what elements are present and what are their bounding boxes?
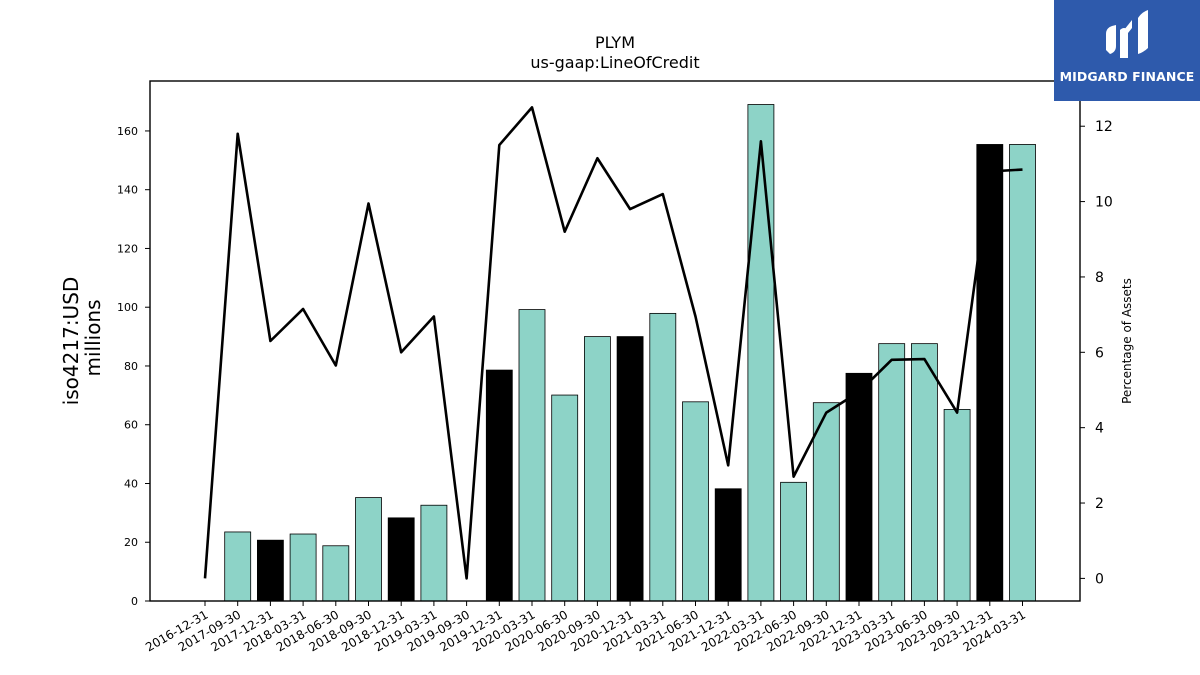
y-tick-label: 40	[124, 477, 138, 490]
bar-2021-12-31	[714, 488, 742, 602]
y-tick-label: 0	[131, 595, 138, 608]
bar-2018-09-30	[355, 497, 382, 602]
y2-tick-label: 12	[1095, 119, 1113, 135]
bar-2022-12-31	[845, 372, 873, 602]
bar-2023-09-30	[943, 409, 971, 602]
y-tick-label: 100	[117, 301, 138, 314]
midgard-logo-icon	[1106, 10, 1148, 58]
chart-title: PLYM	[595, 33, 635, 52]
y-axis-unit: millions	[81, 299, 105, 376]
y2-tick-label: 8	[1095, 270, 1104, 286]
bar-2019-03-31	[420, 504, 448, 602]
y-tick-label: 120	[117, 242, 138, 255]
y-axis-label: iso4217:USD	[59, 277, 83, 406]
bar-2024-03-31	[1009, 144, 1036, 602]
bar-2021-06-30	[682, 401, 709, 602]
bar-2022-09-30	[812, 402, 840, 602]
bar-2020-06-30	[551, 394, 579, 602]
bar-2018-12-31	[387, 517, 415, 602]
y-tick-label: 140	[117, 184, 138, 197]
bar-2017-12-31	[256, 539, 284, 602]
line-series	[203, 106, 1023, 580]
bar-2020-09-30	[584, 336, 611, 602]
y2-axis-label: Percentage of Assets	[1120, 278, 1134, 404]
y2-tick-label: 2	[1095, 496, 1104, 512]
y-tick-label: 60	[124, 419, 138, 432]
y2-tick-label: 6	[1095, 345, 1104, 361]
bar-2023-03-31	[878, 343, 906, 602]
chart-subtitle: us-gaap:LineOfCredit	[530, 53, 699, 72]
bar-2020-03-31	[518, 309, 546, 602]
y-tick-label: 20	[124, 536, 138, 549]
bar-2022-03-31	[747, 104, 775, 602]
bar-2021-03-31	[649, 312, 677, 602]
bar-2022-06-30	[780, 481, 807, 602]
y-tick-label: 80	[124, 360, 138, 373]
bar-series	[224, 104, 1036, 602]
bar-2018-03-31	[289, 533, 317, 602]
logo-text: MIDGARD FINANCE	[1059, 69, 1195, 84]
bar-2019-12-31	[485, 369, 513, 602]
percentage-of-assets-line	[203, 106, 1023, 580]
y2-tick-label: 10	[1095, 195, 1113, 211]
midgard-finance-logo: MIDGARD FINANCE	[1054, 0, 1200, 101]
y2-tick-label: 0	[1095, 571, 1104, 587]
bar-2023-06-30	[911, 343, 938, 602]
y-tick-label: 160	[117, 125, 138, 138]
y2-tick-label: 4	[1095, 421, 1104, 437]
bar-2023-12-31	[976, 144, 1004, 602]
plot-frame	[149, 80, 1081, 602]
bar-2020-12-31	[616, 336, 644, 602]
bar-2017-09-30	[224, 531, 252, 602]
bar-2018-06-30	[322, 545, 350, 602]
